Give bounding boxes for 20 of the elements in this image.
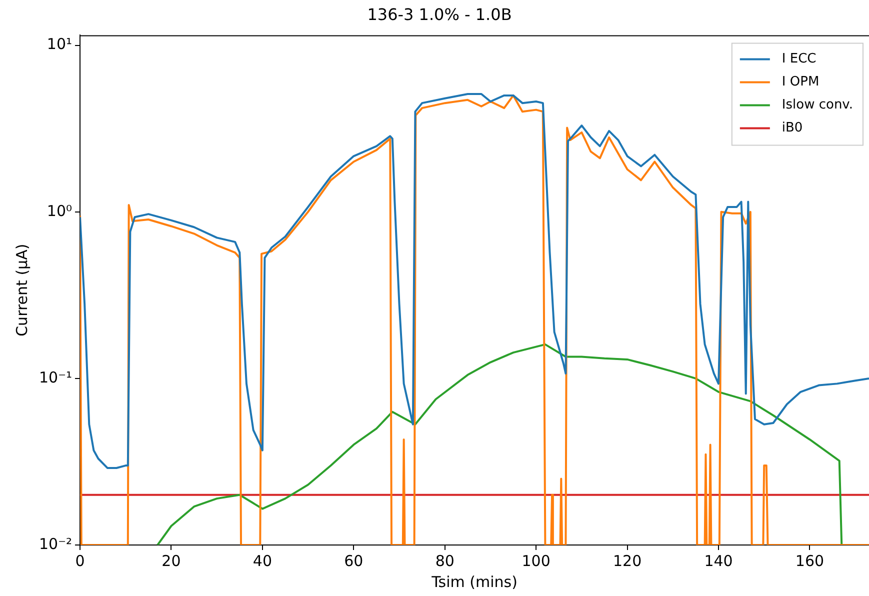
- x-tick-label: 60: [344, 552, 364, 570]
- x-tick-label: 100: [522, 552, 550, 570]
- y-tick-label: 10⁰: [46, 202, 72, 220]
- chart-title: 136-3 1.0% - 1.0B: [367, 4, 512, 24]
- y-axis-title: Current (μA): [12, 244, 31, 336]
- x-tick-label: 120: [612, 552, 642, 570]
- legend-label: iB0: [782, 120, 803, 136]
- x-tick-label: 40: [252, 552, 272, 570]
- x-tick-label: 0: [75, 552, 85, 570]
- x-tick-label: 80: [435, 552, 454, 570]
- y-tick-label: 10⁻²: [38, 534, 72, 553]
- legend-label: I OPM: [782, 74, 820, 90]
- x-tick-label: 140: [704, 552, 733, 570]
- x-tick-label: 20: [162, 552, 181, 570]
- y-tick-label: 10⁻¹: [38, 368, 72, 386]
- x-axis-title: Tsim (mins): [430, 572, 518, 591]
- x-tick-label: 160: [795, 552, 824, 570]
- legend-label: I ECC: [782, 52, 816, 67]
- legend-label: Islow conv.: [782, 98, 853, 113]
- y-tick-label: 10¹: [46, 35, 72, 54]
